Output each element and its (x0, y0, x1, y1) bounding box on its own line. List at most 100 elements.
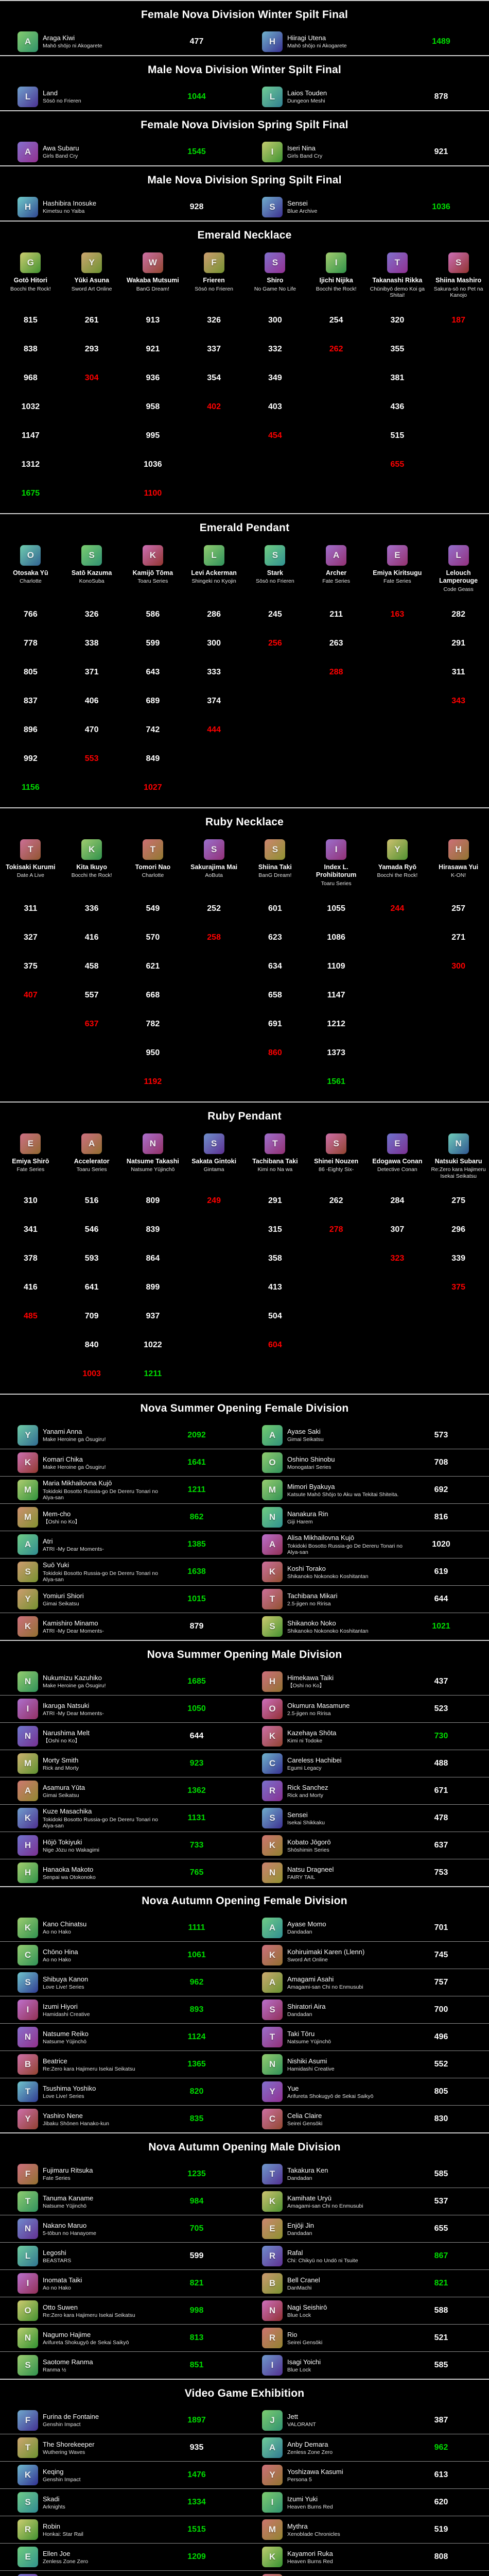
bracket-player: L Levi Ackerman Shingeki no Kyojin (183, 545, 244, 585)
series-name: Amagami-san Chi no Enmusubi (287, 2202, 363, 2209)
bracket-players: G Gotō Hitori Bocchi the Rock! Y Yūki Asuna S… (0, 248, 489, 299)
section-title: Nova Summer Opening Male Division (147, 1649, 342, 1661)
match-side: N Narushima Melt 【Oshi no Ko】 644 (0, 1726, 244, 1747)
score-cell: 1027 (144, 783, 162, 792)
score-cell: 860 (268, 1048, 282, 1057)
match-side: Y Yanami Anna Make Heroine ga Ōsugiru! 2092 (0, 1425, 244, 1446)
match-side: N Natsu Dragneel FAIRY TAIL 753 (244, 1862, 489, 1884)
player-name: Natsume Reiko (43, 2029, 89, 2038)
avatar: E (18, 2547, 38, 2568)
player-info: Kohiruimaki Karen (Llenn) Sword Art Onlin… (287, 1946, 369, 1965)
avatar: N (142, 1133, 163, 1154)
series-name: Shikanoko Nokonoko Koshitantan (287, 1628, 369, 1634)
player-info: Hanaoka Makoto Senpai wa Otokonoko (43, 1863, 100, 1883)
avatar: E (387, 1133, 408, 1154)
score: 1061 (187, 1951, 206, 1960)
match-side: N Nakano Maruo 5-tōbun no Hanayome 705 (0, 2218, 244, 2240)
avatar: O (18, 2300, 38, 2321)
player-info: Suō Yuki Tokidoki Bosotto Russia-go De De… (43, 1559, 166, 1585)
score: 387 (434, 2415, 448, 2425)
match-side: K Kohiruimaki Karen (Llenn) Sword Art Onli… (244, 1945, 489, 1966)
table-row: 1003 1211 (0, 1360, 489, 1388)
player-info: Furina de Fontaine Genshin Impact (43, 2411, 103, 2430)
avatar: E (20, 1133, 41, 1154)
score: 862 (189, 1513, 204, 1522)
match-row: N Nakano Maruo 5-tōbun no Hanayome 705 E Enjō… (0, 2215, 489, 2242)
section-title: Ruby Pendant (207, 1110, 282, 1122)
table-row: 805 371 643 333 288 311 (0, 658, 489, 687)
score-cell: 381 (390, 373, 405, 382)
player-name: Yue (287, 2084, 299, 2092)
bracket-player: S Stark Sōsō no Frieren (244, 545, 306, 585)
series-name: Isekai Shikkaku (287, 1819, 325, 1826)
match-side: A Ayase Saki Gimai Seikatsu 573 (244, 1425, 489, 1446)
score-cell: 1022 (144, 1341, 162, 1350)
score-cell: 341 (24, 1225, 38, 1234)
score-cell: 623 (268, 933, 282, 942)
player-name: Tachibana Taki (252, 1157, 298, 1165)
score-cell: 326 (84, 609, 99, 619)
table-row: 1312 1036 655 (0, 450, 489, 479)
table-row: 1192 1561 (0, 1067, 489, 1096)
score: 655 (434, 2224, 448, 2233)
score: 620 (434, 2498, 448, 2507)
player-name: Archer (325, 569, 347, 577)
avatar: O (262, 2574, 283, 2576)
score: 757 (434, 1978, 448, 1987)
series-name: Tokidoki Bosotto Russia-go De Dereru Ton… (287, 1543, 403, 1555)
series-name: Sōsō no Frieren (195, 285, 233, 292)
score: 1124 (187, 2032, 206, 2042)
score: 552 (434, 2060, 448, 2069)
series-name: Arifureta Shokugyō de Sekai Saikyō (287, 2093, 374, 2099)
score: 1515 (187, 2525, 206, 2534)
score-cell: 1373 (327, 1048, 345, 1057)
match-side: O Oshino Shinobu Monogatari Series 708 (244, 1452, 489, 1473)
score-cell: 261 (84, 315, 99, 325)
score: 1385 (187, 1540, 206, 1549)
score-cell: 286 (207, 609, 221, 619)
match-side: A Ayase Momo Dandadan 701 (244, 1917, 489, 1938)
bracket-player: Y Yamada Ryō Bocchi the Rock! (367, 839, 428, 879)
player-info: Shikanoko Noko Shikanoko Nokonoko Koshita… (287, 1617, 373, 1637)
score-cell: 327 (24, 933, 38, 942)
score: 1111 (188, 1923, 205, 1932)
series-name: Natsume Yūjinchō (43, 2202, 87, 2209)
player-name: Bell Cranel (287, 2276, 320, 2284)
match-side: N Nagumo Hajime Arifureta Shokugyō de Seka… (0, 2328, 244, 2349)
match-side: M Maria Mikhailovna Kujō Tokidoki Bosotto … (0, 1477, 244, 1503)
table-row: 378 593 864 358 323 339 (0, 1244, 489, 1273)
player-name: Hirasawa Yui (439, 863, 479, 871)
score: 1685 (187, 1676, 206, 1686)
score-cell: 709 (84, 1312, 99, 1321)
series-name: Heaven Burns Red (287, 2558, 333, 2565)
score: 821 (434, 2279, 448, 2288)
player-info: Hōjō Tokiyuki Nige Jōzu no Wakagimi (43, 1836, 103, 1856)
avatar: S (18, 2355, 38, 2376)
player-name: Careless Hachibei (287, 1756, 342, 1764)
player-info: Saotome Ranma Ranma ½ (43, 2356, 97, 2376)
avatar: K (18, 1917, 38, 1938)
series-name: Seirei Gensōki (287, 2120, 323, 2127)
section-male-nova-division-spring-spilt-final: Male Nova Division Spring Spilt Final H Ha… (0, 165, 489, 221)
match-side: C Celia Claire Seirei Gensōki 830 (244, 2109, 489, 2130)
player-name: Inomata Taiki (43, 2276, 82, 2284)
score-cell: 913 (146, 315, 160, 325)
bracket-player: S Sakata Gintoki Gintama (183, 1133, 244, 1173)
score-cell: 378 (24, 1254, 38, 1263)
score-cell: 326 (207, 315, 221, 325)
avatar: E (387, 545, 408, 566)
match-side: L Land Sōsō no Frieren 1044 (0, 86, 244, 107)
avatar: I (326, 252, 347, 273)
player-info: Jett VALORANT (287, 2411, 320, 2430)
match-row: L Land Sōsō no Frieren 1044 L Laios Touden Dun… (0, 83, 489, 110)
player-info: Koshi Torako Shikanoko Nokonoko Koshitant… (287, 1563, 373, 1582)
score-cell: 257 (451, 904, 465, 913)
match-side: S Skadi Arknights 1334 (0, 2492, 244, 2513)
avatar: N (262, 2300, 283, 2321)
avatar: K (262, 1562, 283, 1583)
series-name: ATRI -My Dear Moments- (43, 1628, 104, 1634)
bracket-player: L Lelouch Lamperouge Code Geass (428, 545, 489, 593)
score-cell: 1675 (21, 488, 40, 498)
match-row: M Mem-cho 【Oshi no Ko】 862 N Nanakura Rin Giji… (0, 1503, 489, 1531)
table-row: 968 304 936 354 349 381 (0, 364, 489, 393)
